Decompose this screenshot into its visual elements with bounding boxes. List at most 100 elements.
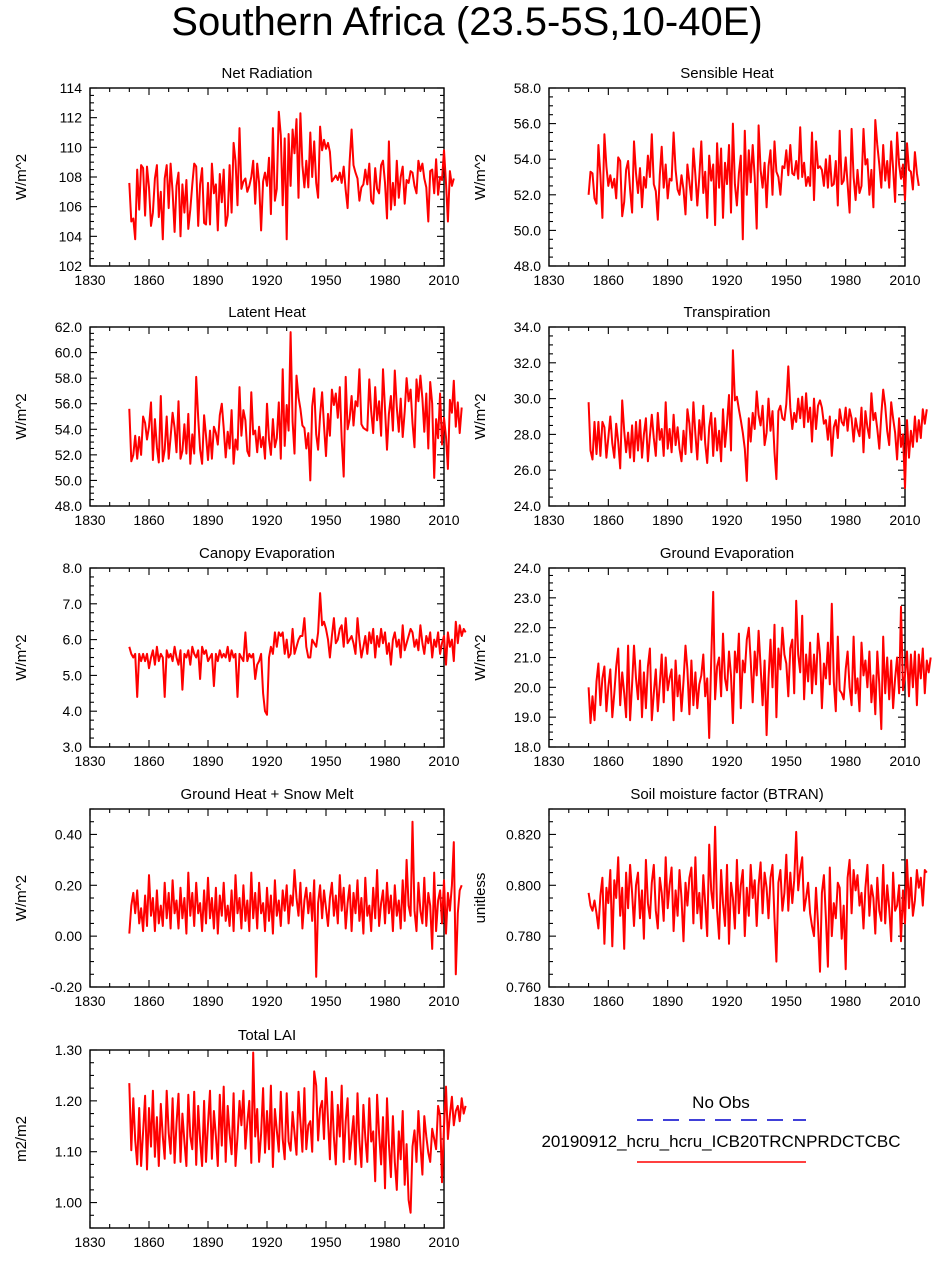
- x-tick-label: 1980: [369, 1234, 400, 1250]
- y-tick-label: 0.760: [506, 979, 541, 995]
- x-tick-label: 1920: [251, 753, 282, 769]
- x-tick-label: 1860: [593, 512, 624, 528]
- figure-title: Southern Africa (23.5-5S,10-40E): [171, 0, 763, 44]
- x-tick-label: 1920: [711, 993, 742, 1009]
- y-axis-label: unitless: [472, 873, 489, 924]
- y-tick-label: 1.10: [55, 1144, 82, 1160]
- panel-title: Ground Evaporation: [660, 545, 794, 562]
- x-tick-label: 1980: [369, 512, 400, 528]
- x-tick-label: 1950: [771, 512, 802, 528]
- y-tick-label: 26.0: [514, 462, 541, 478]
- y-tick-label: 1.00: [55, 1195, 82, 1211]
- y-tick-label: 114: [60, 80, 83, 96]
- y-tick-label: 24.0: [514, 560, 541, 576]
- x-tick-label: 2010: [428, 753, 459, 769]
- x-tick-label: 1950: [310, 512, 341, 528]
- y-tick-label: 5.0: [63, 667, 83, 683]
- panel-2: Latent Heat W/m^2 1830 1860 1890 1920 1950 1980…: [13, 304, 463, 528]
- panel-title: Ground Heat + Snow Melt: [180, 786, 354, 803]
- y-tick-label: 52.0: [514, 187, 541, 203]
- x-tick-label: 1920: [251, 512, 282, 528]
- y-tick-label: 52.0: [55, 447, 82, 463]
- y-tick-label: 0.800: [506, 877, 541, 893]
- y-tick-label: 0.780: [506, 928, 541, 944]
- x-tick-label: 1950: [310, 272, 341, 288]
- x-tick-label: 1950: [771, 993, 802, 1009]
- x-tick-label: 1890: [652, 993, 683, 1009]
- panel-1: Sensible Heat W/m^2 1830 1860 1890 1920 1950 19…: [472, 65, 921, 288]
- x-tick-label: 1890: [652, 753, 683, 769]
- y-axis-label: m2/m2: [13, 1116, 30, 1162]
- y-tick-label: -0.20: [50, 979, 82, 995]
- y-tick-label: 18.0: [514, 739, 541, 755]
- x-tick-label: 1830: [533, 993, 564, 1009]
- x-tick-label: 1920: [711, 512, 742, 528]
- series-line: [587, 825, 928, 973]
- x-tick-label: 2010: [889, 993, 920, 1009]
- y-tick-label: 23.0: [514, 590, 541, 606]
- panel-8: Total LAI m2/m2 1830 1860 1890 1920 1950 1980 20…: [13, 1027, 467, 1250]
- panel-title: Latent Heat: [228, 304, 306, 321]
- x-tick-label: 1860: [593, 993, 624, 1009]
- y-tick-label: 22.0: [514, 620, 541, 636]
- x-tick-label: 1830: [74, 512, 105, 528]
- y-tick-label: 24.0: [514, 498, 541, 514]
- x-tick-label: 1860: [593, 272, 624, 288]
- x-tick-label: 1860: [133, 753, 164, 769]
- x-tick-label: 1920: [711, 272, 742, 288]
- y-tick-label: 62.0: [55, 319, 82, 335]
- series-line: [128, 331, 463, 482]
- series-line: [128, 592, 467, 716]
- x-tick-label: 1830: [74, 993, 105, 1009]
- x-tick-label: 1890: [192, 1234, 223, 1250]
- legend-model-label: 20190912_hcru_hcru_ICB20TRCNPRDCTCBC: [541, 1132, 900, 1151]
- x-tick-label: 1980: [369, 753, 400, 769]
- panel-title: Soil moisture factor (BTRAN): [630, 786, 823, 803]
- legend: No Obs 20190912_hcru_hcru_ICB20TRCNPRDCT…: [541, 1093, 901, 1163]
- x-tick-label: 1950: [310, 993, 341, 1009]
- y-axis-label: W/m^2: [472, 154, 489, 200]
- panel-6: Ground Heat + Snow Melt W/m^2 1830 1860 1890…: [13, 786, 463, 1009]
- y-tick-label: 110: [60, 139, 83, 155]
- y-tick-label: 1.20: [55, 1093, 82, 1109]
- series-line: [128, 110, 455, 241]
- x-tick-label: 1830: [74, 753, 105, 769]
- y-tick-label: 32.0: [514, 355, 541, 371]
- panel-title: Total LAI: [238, 1027, 296, 1044]
- x-tick-label: 1890: [652, 512, 683, 528]
- y-tick-label: 0.820: [506, 826, 541, 842]
- y-tick-label: 108: [59, 169, 83, 185]
- y-tick-label: 30.0: [514, 391, 541, 407]
- panel-title: Canopy Evaporation: [199, 545, 335, 562]
- y-tick-label: 34.0: [514, 319, 541, 335]
- x-tick-label: 1860: [133, 1234, 164, 1250]
- x-tick-label: 1890: [652, 272, 683, 288]
- y-tick-label: 0.40: [55, 826, 82, 842]
- x-tick-label: 1890: [192, 993, 223, 1009]
- panel-7: Soil moisture factor (BTRAN) unitless 1830…: [472, 786, 928, 1009]
- y-tick-label: 112: [60, 110, 83, 126]
- x-tick-label: 1830: [533, 272, 564, 288]
- y-tick-label: 56.0: [55, 396, 82, 412]
- x-tick-label: 1890: [192, 272, 223, 288]
- y-tick-label: 20.0: [514, 679, 541, 695]
- y-axis-label: W/m^2: [13, 154, 30, 200]
- y-tick-label: 50.0: [55, 472, 82, 488]
- x-tick-label: 1950: [310, 753, 341, 769]
- x-tick-label: 1890: [192, 512, 223, 528]
- x-tick-label: 1950: [310, 1234, 341, 1250]
- y-tick-label: 6.0: [63, 632, 83, 648]
- x-tick-label: 1890: [192, 753, 223, 769]
- x-tick-label: 2010: [428, 272, 459, 288]
- y-tick-label: 58.0: [514, 80, 541, 96]
- y-tick-label: 4.0: [63, 703, 83, 719]
- x-tick-label: 1980: [830, 753, 861, 769]
- x-tick-label: 1980: [369, 993, 400, 1009]
- y-tick-label: 60.0: [55, 345, 82, 361]
- y-tick-label: 28.0: [514, 426, 541, 442]
- y-tick-label: 104: [59, 228, 83, 244]
- y-tick-label: 58.0: [55, 370, 82, 386]
- y-tick-label: 0.20: [55, 877, 82, 893]
- y-axis-label: W/m^2: [472, 634, 489, 680]
- series-line: [587, 349, 928, 490]
